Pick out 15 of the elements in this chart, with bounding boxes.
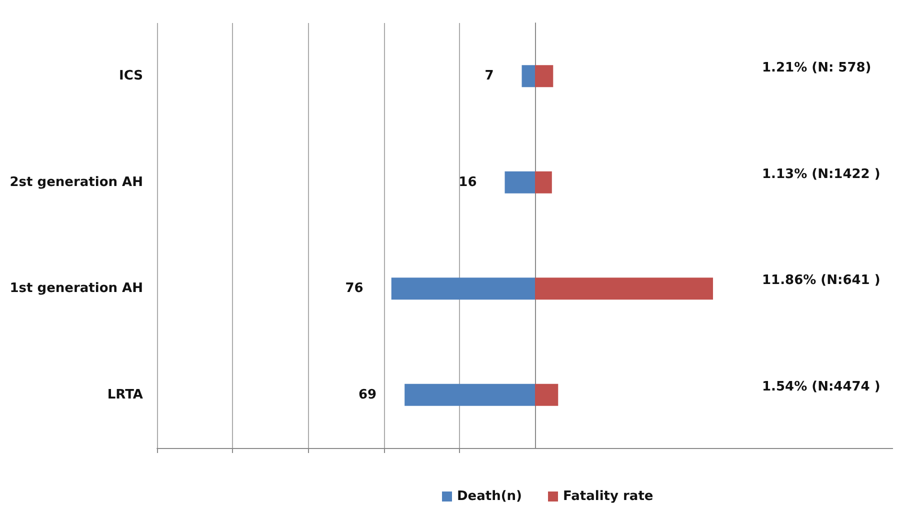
y-tick-label: ICS	[119, 68, 143, 84]
text: 1.21% (N: 578)	[762, 60, 872, 76]
data-label: 7	[484, 68, 494, 84]
text: 11.86% (N:641 )	[762, 273, 880, 288]
legend-label: Fatality rate	[563, 489, 654, 504]
y-tick-label: 2st generation AH	[10, 174, 143, 190]
legend-label: Death(n)	[457, 489, 522, 504]
text: 1.54% (N:4474 )	[762, 379, 880, 394]
text: 1.13% (N:1422 )	[762, 166, 880, 182]
data-label: 76	[345, 281, 364, 296]
data-label: 16	[458, 174, 477, 190]
y-tick-label: 1st generation AH	[10, 281, 143, 296]
data-label: 69	[358, 387, 377, 402]
y-tick-label: LRTA	[107, 387, 143, 402]
bar	[535, 384, 558, 406]
